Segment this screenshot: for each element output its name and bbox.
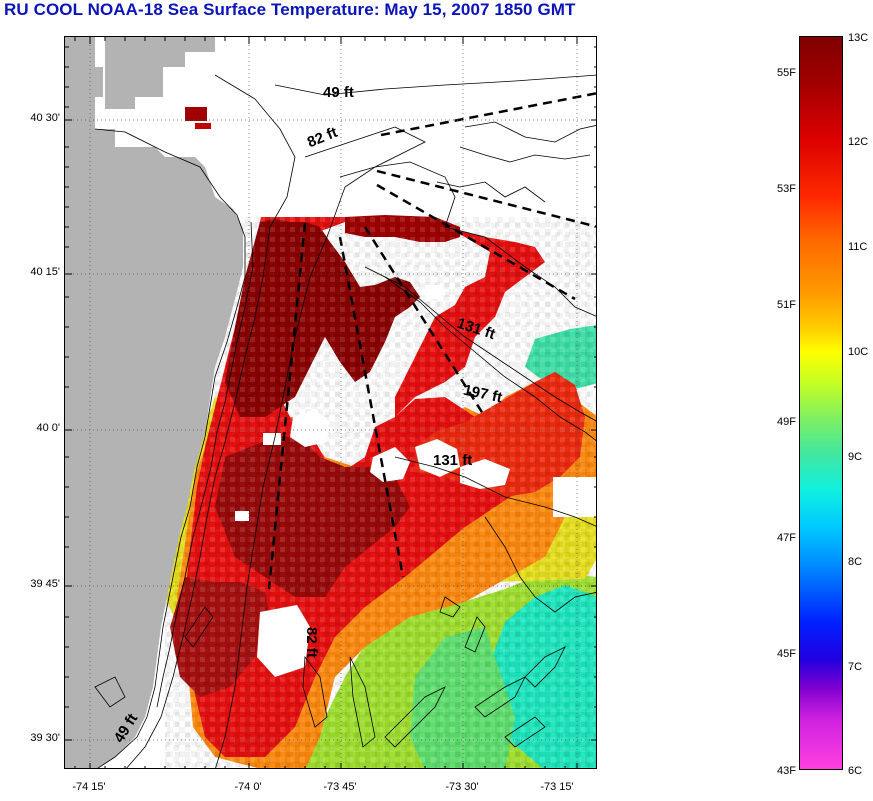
lon-label-73-15: -73 15' xyxy=(540,781,574,793)
contour-lower xyxy=(484,516,596,613)
contour-shoal-1 xyxy=(439,596,461,618)
lat-label-40-15: 40 15' xyxy=(30,266,60,278)
colorbar-label-13c: 13C xyxy=(848,32,869,44)
colorbar-label-55f: 55F xyxy=(777,67,796,79)
cloud-hole-2 xyxy=(370,447,410,482)
sst-field xyxy=(165,215,596,768)
colorbar-label-12c: 12C xyxy=(848,136,869,148)
barrier-island xyxy=(156,221,254,708)
colorbar-label-7c: 7C xyxy=(848,661,863,673)
contour-shoal-7 xyxy=(474,676,526,718)
lon-label-74-0: -74 0' xyxy=(234,781,262,793)
colorbar-label-6c: 6C xyxy=(848,765,863,777)
contour-shoal-2 xyxy=(464,616,486,653)
contour-131ft-south xyxy=(394,456,596,527)
colorbar-label-9c: 9C xyxy=(848,451,863,463)
contour-shoal-4 xyxy=(302,655,328,728)
depth-label-49ft-north: 49 ft xyxy=(323,84,354,101)
sst-isolated-patch xyxy=(185,107,207,121)
lon-label-74-15: -74 15' xyxy=(72,781,106,793)
contour-misc-3 xyxy=(436,181,546,203)
contour-shoal-6 xyxy=(524,646,566,688)
contour-shoal-5 xyxy=(384,686,446,748)
lane-southeast xyxy=(363,226,487,418)
lane-north-2 xyxy=(376,169,596,228)
land-new-jersey xyxy=(65,37,243,768)
depth-label-82ft-south: 82 ft xyxy=(303,627,320,658)
sst-isolated-patch-2 xyxy=(195,123,211,129)
contour-49ft xyxy=(126,74,296,768)
cloud-hole-5 xyxy=(263,433,281,445)
cloud-hole-8 xyxy=(553,477,596,517)
cloud-hole-3 xyxy=(415,439,460,477)
cloud-hole-6 xyxy=(235,511,249,521)
lat-label-40-30: 40 30' xyxy=(30,112,60,124)
colorbar-label-8c: 8C xyxy=(848,556,863,568)
contour-misc-1 xyxy=(464,121,596,143)
cloud-hole-7 xyxy=(425,285,443,299)
coastline xyxy=(94,128,246,768)
missing-data xyxy=(235,285,596,677)
lane-south xyxy=(338,236,405,578)
lane-east xyxy=(376,183,576,301)
contour-shoal-10 xyxy=(94,676,126,708)
colorbar-label-43f: 43F xyxy=(777,765,796,777)
colorbar-label-49f: 49F xyxy=(777,416,796,428)
contour-131ft-b xyxy=(364,266,596,422)
contour-shoal-3 xyxy=(349,656,376,748)
colorbar-label-53f: 53F xyxy=(777,183,796,195)
lat-label-39-45: 39 45' xyxy=(30,578,60,590)
contour-82ft xyxy=(274,74,596,96)
lon-label-73-30: -73 30' xyxy=(445,781,479,793)
depth-contours xyxy=(94,74,596,768)
depth-label-131ft-mid: 131 ft xyxy=(433,452,472,469)
cloud-hole-9 xyxy=(257,605,310,677)
contour-misc-2 xyxy=(459,146,591,163)
lane-north-1 xyxy=(380,92,596,137)
colorbar-label-45f: 45F xyxy=(777,648,796,660)
frame-ticks xyxy=(65,37,596,768)
sst-map: 49 ft 82 ft 131 ft 197 ft 131 ft 82 ft 4… xyxy=(64,36,597,769)
graticule xyxy=(65,37,596,768)
contour-shoal-8 xyxy=(504,716,546,748)
lon-label-73-45: -73 45' xyxy=(323,781,357,793)
cloud-hole-4 xyxy=(460,459,510,489)
shipping-lanes xyxy=(267,92,596,590)
temperature-colorbar xyxy=(799,36,843,770)
map-title: RU COOL NOAA-18 Sea Surface Temperature:… xyxy=(4,0,576,19)
lat-label-40-0: 40 0' xyxy=(36,422,60,434)
colorbar-label-10c: 10C xyxy=(848,346,869,358)
lane-coastal xyxy=(267,222,307,590)
colorbar-label-11c: 11C xyxy=(848,241,868,253)
contour-197ft xyxy=(384,276,596,441)
colorbar-label-51f: 51F xyxy=(777,299,796,311)
contour-shoal-9 xyxy=(184,606,214,648)
colorbar-label-47f: 47F xyxy=(777,532,796,544)
lat-label-39-30: 39 30' xyxy=(30,732,60,744)
sst-map-canvas: 49 ft 82 ft 131 ft 197 ft 131 ft 82 ft 4… xyxy=(65,37,596,768)
cloud-hole-1 xyxy=(290,409,330,447)
contour-82ft-b xyxy=(215,126,426,768)
contour-131ft xyxy=(339,161,596,317)
land-north-patch xyxy=(105,37,215,109)
